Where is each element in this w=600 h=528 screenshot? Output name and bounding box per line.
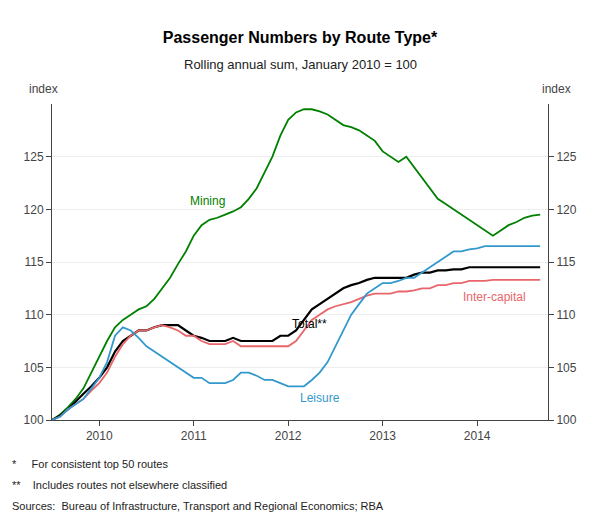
svg-text:120: 120 <box>556 203 576 217</box>
svg-text:Rolling annual sum, January 20: Rolling annual sum, January 2010 = 100 <box>184 57 417 72</box>
svg-text:120: 120 <box>24 203 44 217</box>
svg-text:125: 125 <box>556 150 576 164</box>
svg-text:105: 105 <box>556 361 576 375</box>
svg-text:* For consistent top 50 ro: * For consistent top 50 routes <box>12 458 168 470</box>
svg-text:2014: 2014 <box>464 429 491 443</box>
svg-text:110: 110 <box>24 308 43 322</box>
svg-text:Passenger Numbers by Route Typ: Passenger Numbers by Route Type* <box>163 29 438 46</box>
svg-text:Inter-capital: Inter-capital <box>463 290 526 304</box>
svg-text:index: index <box>29 82 58 96</box>
svg-text:2012: 2012 <box>275 429 302 443</box>
svg-text:2013: 2013 <box>369 429 396 443</box>
svg-text:Leisure: Leisure <box>300 391 340 405</box>
svg-text:110: 110 <box>556 308 575 322</box>
svg-text:index: index <box>542 82 571 96</box>
svg-text:2011: 2011 <box>181 429 207 443</box>
svg-text:Total**: Total** <box>292 317 327 331</box>
svg-text:Mining: Mining <box>190 194 225 208</box>
svg-text:** Includes routes not else: ** Includes routes not elsewhere classif… <box>12 479 227 491</box>
svg-text:115: 115 <box>24 255 43 269</box>
svg-text:100: 100 <box>556 413 576 427</box>
svg-text:100: 100 <box>24 413 44 427</box>
svg-text:115: 115 <box>556 255 575 269</box>
svg-text:105: 105 <box>24 361 44 375</box>
svg-text:125: 125 <box>24 150 44 164</box>
svg-text:Sources: Bureau of Infrastruc: Sources: Bureau of Infrastructure, Trans… <box>12 500 384 512</box>
svg-text:2010: 2010 <box>86 429 113 443</box>
